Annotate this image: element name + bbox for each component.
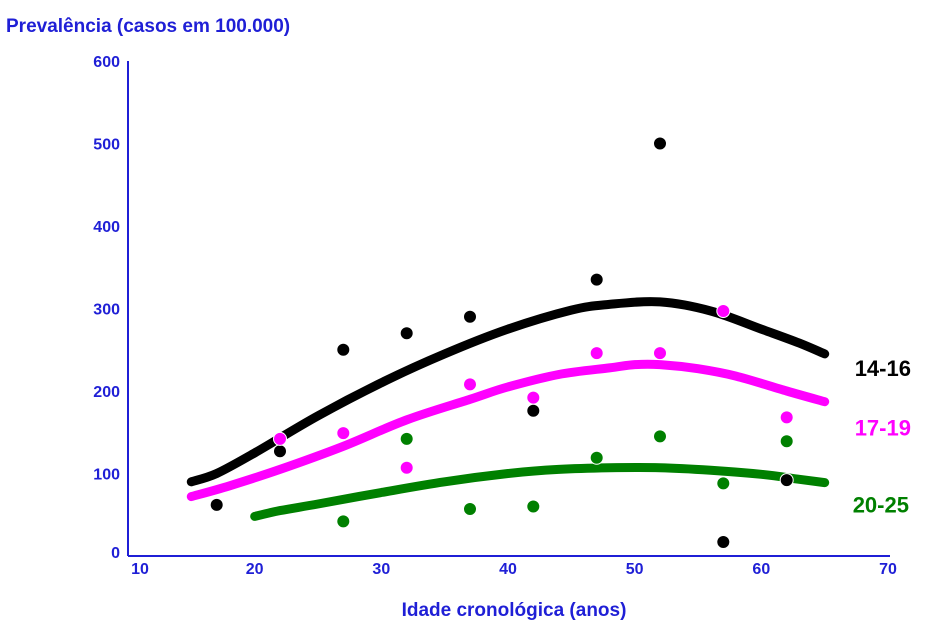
series-points: [209, 136, 794, 549]
series-curves: [186, 297, 830, 521]
series-line-14-16: [186, 297, 830, 487]
x-tick-label: 20: [246, 561, 264, 578]
data-point-14-16: [336, 342, 351, 357]
data-point-14-16: [273, 444, 287, 459]
x-axis-label: Idade cronológica (anos): [402, 600, 627, 621]
data-point-17-19: [653, 346, 667, 361]
x-tick-label: 50: [626, 561, 644, 578]
data-point-17-19: [463, 377, 477, 392]
data-point-14-16: [463, 309, 477, 324]
data-point-20-25: [399, 431, 414, 446]
y-tick-labels: 0 100 200 300 400 500 600: [93, 54, 120, 562]
series-label-20-25: 20-25: [853, 493, 909, 518]
y-tick-label: 500: [93, 137, 120, 154]
x-tick-label: 70: [879, 561, 897, 578]
data-point-17-19: [399, 460, 414, 475]
data-point-20-25: [716, 476, 731, 491]
y-tick-label: 100: [93, 467, 120, 484]
data-point-17-19: [273, 431, 287, 446]
data-point-14-16: [209, 497, 224, 512]
chart-title: Prevalência (casos em 100.000): [6, 16, 290, 37]
data-point-20-25: [589, 450, 604, 465]
series-line-20-25: [250, 462, 830, 521]
data-point-17-19: [589, 346, 604, 361]
data-point-14-16: [399, 326, 414, 341]
data-point-14-16: [653, 136, 667, 151]
data-point-20-25: [653, 429, 667, 444]
y-tick-label: 200: [93, 384, 120, 401]
data-point-20-25: [779, 434, 794, 449]
x-tick-label: 60: [752, 561, 770, 578]
x-tick-label: 10: [131, 561, 149, 578]
series-labels: 14-16 17-19 20-25: [853, 356, 911, 518]
x-tick-labels: 10 20 30 40 50 60 70: [131, 561, 897, 578]
x-tick-label: 40: [499, 561, 517, 578]
y-tick-label: 600: [93, 54, 120, 71]
data-point-17-19: [336, 426, 351, 441]
series-label-14-16: 14-16: [855, 356, 911, 381]
y-tick-label: 300: [93, 302, 120, 319]
data-point-14-16: [526, 403, 541, 418]
data-point-17-19: [779, 410, 794, 425]
data-point-14-16: [716, 535, 731, 549]
data-point-20-25: [526, 499, 541, 514]
data-point-20-25: [463, 502, 477, 516]
x-tick-label: 30: [372, 561, 390, 578]
data-point-17-19: [526, 390, 541, 405]
series-line-17-19: [186, 359, 830, 502]
y-tick-label: 400: [93, 219, 120, 236]
data-point-17-19: [716, 304, 731, 318]
data-point-14-16: [589, 272, 604, 287]
series-label-17-19: 17-19: [855, 416, 911, 441]
y-tick-label: 0: [111, 545, 120, 562]
data-point-14-16: [779, 473, 794, 488]
data-point-20-25: [336, 514, 351, 529]
